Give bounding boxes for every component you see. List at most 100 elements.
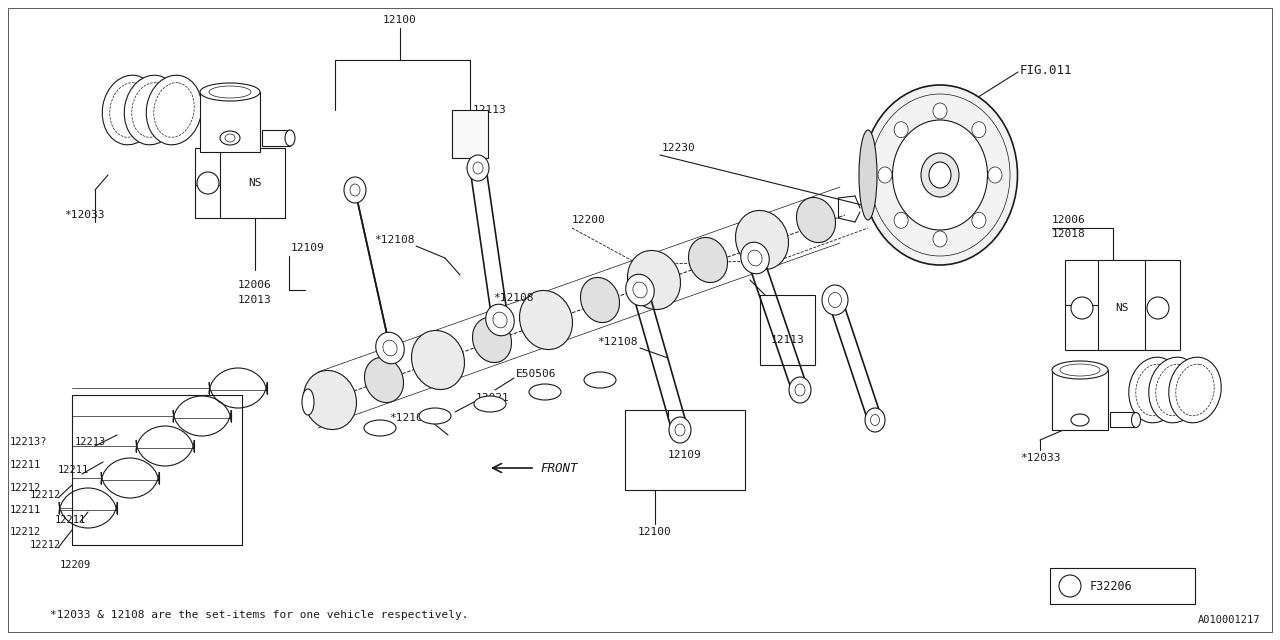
Ellipse shape: [1135, 364, 1174, 416]
Text: 12212: 12212: [10, 483, 41, 493]
Ellipse shape: [411, 330, 465, 390]
Text: 12006: 12006: [238, 280, 271, 290]
Text: *12033: *12033: [1020, 453, 1060, 463]
Ellipse shape: [895, 122, 908, 138]
Ellipse shape: [1071, 414, 1089, 426]
Ellipse shape: [102, 76, 157, 145]
Text: 1: 1: [1079, 303, 1085, 313]
Ellipse shape: [146, 76, 202, 145]
Text: 12213?: 12213?: [10, 437, 47, 447]
Text: 1: 1: [1155, 303, 1161, 313]
Text: 12109: 12109: [291, 243, 325, 253]
Ellipse shape: [626, 274, 654, 306]
Text: NS: NS: [1115, 303, 1129, 313]
Ellipse shape: [895, 212, 908, 228]
Ellipse shape: [581, 277, 620, 323]
Text: 12213: 12213: [76, 437, 106, 447]
Ellipse shape: [584, 372, 616, 388]
Ellipse shape: [365, 357, 403, 403]
Ellipse shape: [859, 130, 877, 220]
Text: 12211: 12211: [10, 505, 41, 515]
Bar: [195, 148, 285, 218]
Ellipse shape: [669, 417, 691, 443]
Ellipse shape: [736, 211, 788, 269]
Ellipse shape: [933, 231, 947, 247]
Ellipse shape: [1132, 413, 1140, 428]
Text: 1: 1: [205, 178, 211, 188]
Ellipse shape: [892, 120, 987, 230]
Text: NS: NS: [248, 178, 261, 188]
Ellipse shape: [485, 304, 515, 336]
Text: 12212: 12212: [29, 540, 61, 550]
Text: 13021: 13021: [476, 393, 509, 403]
Text: *12108: *12108: [598, 337, 637, 347]
Text: *12108: *12108: [494, 293, 534, 303]
Ellipse shape: [529, 384, 561, 400]
Ellipse shape: [1148, 357, 1201, 423]
Text: E50506: E50506: [516, 369, 557, 379]
Ellipse shape: [1169, 357, 1221, 423]
Ellipse shape: [364, 420, 396, 436]
Bar: [625, 410, 745, 490]
Text: A010001217: A010001217: [1198, 615, 1260, 625]
Text: FIG.011: FIG.011: [1020, 63, 1073, 77]
Ellipse shape: [132, 83, 173, 138]
Text: 12100: 12100: [383, 15, 417, 25]
Text: *12033: *12033: [64, 210, 105, 220]
Text: 12100: 12100: [639, 527, 672, 537]
Text: F32206: F32206: [1091, 579, 1133, 593]
Text: 12113: 12113: [771, 335, 805, 345]
Ellipse shape: [796, 197, 836, 243]
Ellipse shape: [1129, 357, 1181, 423]
Text: 12230: 12230: [662, 143, 696, 153]
Text: FRONT: FRONT: [540, 461, 577, 474]
Ellipse shape: [124, 76, 179, 145]
Text: 12200: 12200: [572, 215, 605, 225]
Ellipse shape: [741, 242, 769, 274]
Ellipse shape: [933, 103, 947, 119]
Text: 1: 1: [1068, 581, 1073, 591]
Ellipse shape: [474, 396, 506, 412]
Ellipse shape: [1052, 361, 1108, 379]
Circle shape: [1059, 575, 1082, 597]
Text: 12006: 12006: [1052, 215, 1085, 225]
Ellipse shape: [988, 167, 1002, 183]
Ellipse shape: [1176, 364, 1215, 416]
Text: 12212: 12212: [29, 490, 61, 500]
Ellipse shape: [110, 83, 150, 138]
Ellipse shape: [220, 131, 241, 145]
Ellipse shape: [1156, 364, 1194, 416]
Bar: [1065, 260, 1180, 350]
Bar: [760, 295, 815, 365]
Ellipse shape: [922, 153, 959, 197]
Ellipse shape: [929, 162, 951, 188]
Text: 12211: 12211: [58, 465, 90, 475]
Ellipse shape: [822, 285, 849, 315]
Text: 12211: 12211: [55, 515, 86, 525]
Bar: [200, 92, 260, 152]
Ellipse shape: [303, 371, 357, 429]
Ellipse shape: [689, 237, 727, 283]
Text: *12033 & 12108 are the set-items for one vehicle respectively.: *12033 & 12108 are the set-items for one…: [50, 610, 468, 620]
Ellipse shape: [344, 177, 366, 203]
Bar: [1050, 568, 1196, 604]
Text: 12013: 12013: [238, 295, 271, 305]
Ellipse shape: [376, 332, 404, 364]
Text: *12108: *12108: [375, 235, 415, 245]
Ellipse shape: [419, 408, 451, 424]
Ellipse shape: [878, 167, 892, 183]
Text: 12209: 12209: [60, 560, 91, 570]
Ellipse shape: [302, 389, 314, 415]
Ellipse shape: [972, 122, 986, 138]
Ellipse shape: [863, 85, 1018, 265]
Ellipse shape: [472, 317, 512, 363]
Text: 12212: 12212: [10, 527, 41, 537]
Ellipse shape: [972, 212, 986, 228]
Ellipse shape: [285, 130, 294, 146]
Ellipse shape: [865, 408, 884, 432]
Ellipse shape: [788, 377, 812, 403]
Ellipse shape: [154, 83, 195, 138]
Bar: [452, 110, 488, 158]
Ellipse shape: [627, 250, 681, 310]
Circle shape: [197, 172, 219, 194]
